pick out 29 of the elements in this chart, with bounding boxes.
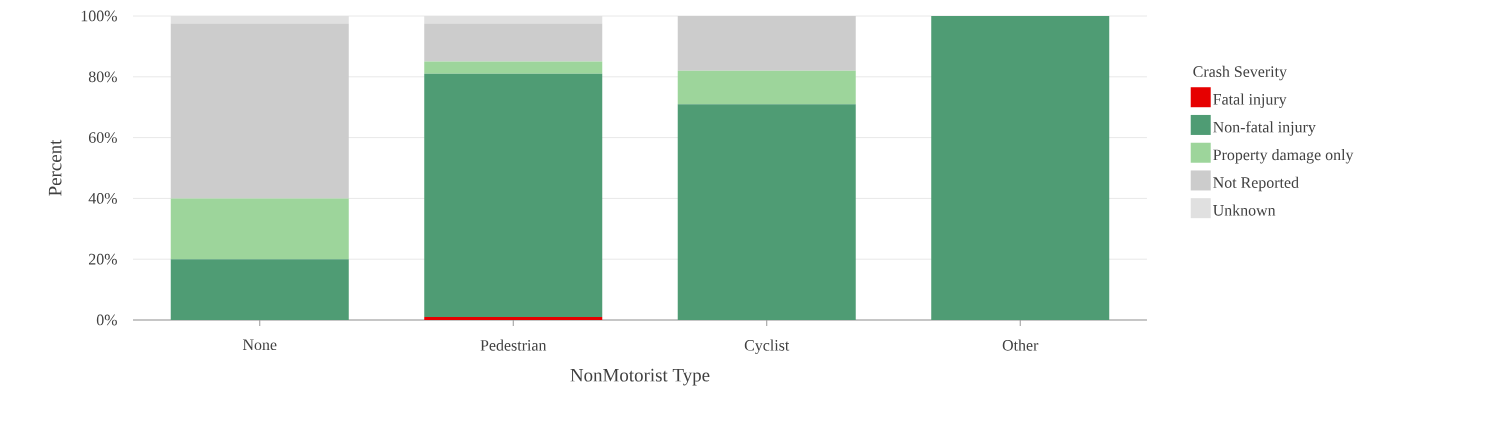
bar [424, 23, 603, 62]
legend-label: Not Reported [1213, 176, 1299, 192]
y-tick-label: 80% [88, 71, 117, 83]
x-tick-label: Other [1002, 339, 1039, 351]
bar [931, 16, 1110, 320]
y-axis-title: Percent [48, 139, 62, 196]
bar [677, 16, 856, 71]
bar [677, 70, 856, 105]
y-tick-label: 60% [88, 132, 117, 143]
y-tick-label: 40% [88, 193, 117, 204]
legend-label: Fatal injury [1213, 93, 1287, 108]
y-tick-label: 20% [88, 253, 117, 265]
y-tick-label: 0% [96, 314, 117, 326]
x-tick-label: None [242, 339, 277, 351]
y-tick-label: 100% [81, 10, 117, 22]
x-tick-label: Cyclist [744, 339, 790, 355]
bar [424, 61, 603, 74]
x-axis-title: NonMotorist Type [570, 368, 710, 386]
bar [424, 73, 603, 317]
legend-title: Crash Severity [1193, 65, 1287, 81]
bar [677, 104, 856, 320]
bar [424, 316, 603, 320]
bar [170, 259, 349, 320]
x-tick-label: Pedestrian [480, 339, 547, 351]
legend-label: Non-fatal injury [1213, 121, 1316, 136]
legend-label: Unknown [1213, 204, 1276, 216]
bar [170, 23, 349, 199]
legend-label: Property damage only [1213, 149, 1354, 164]
bar [170, 198, 349, 260]
